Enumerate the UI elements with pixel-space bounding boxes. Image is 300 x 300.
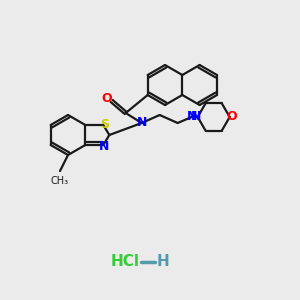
Text: O: O [101, 92, 112, 106]
Text: N: N [190, 110, 201, 124]
Text: CH₃: CH₃ [51, 176, 69, 186]
Text: O: O [226, 110, 237, 124]
Text: S: S [100, 118, 109, 130]
Text: N: N [136, 116, 147, 130]
Text: HCl: HCl [110, 254, 140, 269]
Text: N: N [187, 110, 197, 124]
Text: H: H [157, 254, 169, 269]
Text: N: N [99, 140, 110, 152]
